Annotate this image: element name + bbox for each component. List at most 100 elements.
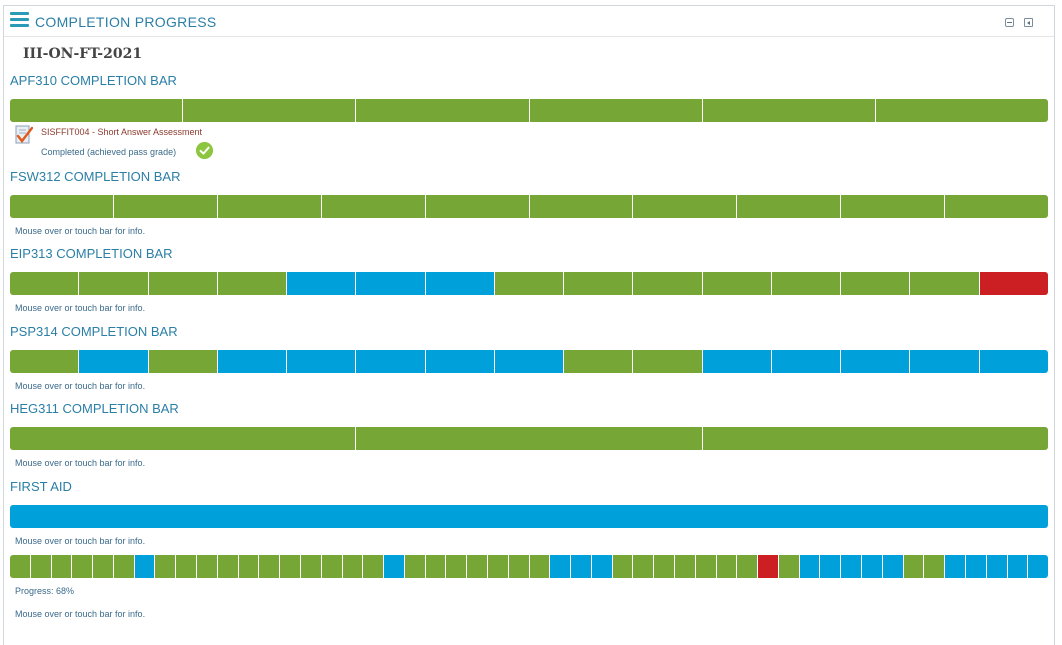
segment-completed[interactable] bbox=[910, 272, 980, 295]
segment-completed[interactable] bbox=[10, 272, 80, 295]
segment-completed[interactable] bbox=[633, 272, 703, 295]
completion-bar-fsw312[interactable] bbox=[10, 195, 1048, 218]
segment-completed[interactable] bbox=[148, 272, 218, 295]
segment-submitted[interactable] bbox=[356, 272, 426, 295]
segment-submitted[interactable] bbox=[702, 350, 772, 373]
segment-not-completed[interactable] bbox=[758, 555, 779, 578]
segment-completed[interactable] bbox=[467, 555, 488, 578]
segment-submitted[interactable] bbox=[882, 555, 904, 578]
segment-completed[interactable] bbox=[404, 555, 426, 578]
segment-completed[interactable] bbox=[487, 555, 509, 578]
segment-completed[interactable] bbox=[72, 555, 94, 578]
segment-completed[interactable] bbox=[841, 195, 946, 218]
segment-completed[interactable] bbox=[321, 555, 343, 578]
segment-submitted[interactable] bbox=[591, 555, 613, 578]
dock-icon[interactable] bbox=[1024, 18, 1033, 27]
segment-completed[interactable] bbox=[10, 350, 80, 373]
segment-completed[interactable] bbox=[675, 555, 696, 578]
segment-completed[interactable] bbox=[702, 99, 876, 122]
segment-submitted[interactable] bbox=[965, 555, 987, 578]
segment-completed[interactable] bbox=[529, 195, 634, 218]
segment-completed[interactable] bbox=[10, 99, 184, 122]
segment-completed[interactable] bbox=[529, 99, 703, 122]
segment-completed[interactable] bbox=[508, 555, 530, 578]
segment-completed[interactable] bbox=[113, 195, 218, 218]
segment-completed[interactable] bbox=[30, 555, 52, 578]
segment-completed[interactable] bbox=[363, 555, 385, 578]
segment-completed[interactable] bbox=[875, 99, 1048, 122]
segment-completed[interactable] bbox=[356, 99, 530, 122]
segment-completed[interactable] bbox=[183, 99, 357, 122]
segment-completed[interactable] bbox=[771, 272, 842, 295]
completion-bar-psp314[interactable] bbox=[10, 350, 1048, 373]
segment-submitted[interactable] bbox=[862, 555, 883, 578]
segment-completed[interactable] bbox=[841, 272, 911, 295]
segment-completed[interactable] bbox=[300, 555, 322, 578]
segment-completed[interactable] bbox=[321, 195, 426, 218]
segment-completed[interactable] bbox=[10, 555, 31, 578]
segment-submitted[interactable] bbox=[10, 505, 1048, 528]
segment-completed[interactable] bbox=[217, 555, 239, 578]
segment-submitted[interactable] bbox=[910, 350, 980, 373]
segment-submitted[interactable] bbox=[1028, 555, 1048, 578]
segment-submitted[interactable] bbox=[287, 350, 357, 373]
hamburger-icon[interactable] bbox=[10, 12, 29, 27]
segment-submitted[interactable] bbox=[217, 350, 288, 373]
segment-completed[interactable] bbox=[778, 555, 800, 578]
segment-completed[interactable] bbox=[10, 427, 357, 450]
segment-submitted[interactable] bbox=[425, 272, 495, 295]
segment-completed[interactable] bbox=[702, 272, 772, 295]
segment-completed[interactable] bbox=[737, 195, 842, 218]
segment-submitted[interactable] bbox=[287, 272, 357, 295]
segment-completed[interactable] bbox=[612, 555, 634, 578]
segment-submitted[interactable] bbox=[494, 350, 565, 373]
segment-completed[interactable] bbox=[342, 555, 364, 578]
segment-submitted[interactable] bbox=[134, 555, 156, 578]
segment-completed[interactable] bbox=[654, 555, 675, 578]
segment-completed[interactable] bbox=[737, 555, 759, 578]
segment-submitted[interactable] bbox=[550, 555, 572, 578]
segment-submitted[interactable] bbox=[979, 350, 1048, 373]
completion-bar-apf310[interactable] bbox=[10, 99, 1048, 122]
segment-submitted[interactable] bbox=[771, 350, 842, 373]
segment-submitted[interactable] bbox=[841, 555, 863, 578]
segment-completed[interactable] bbox=[945, 195, 1048, 218]
segment-submitted[interactable] bbox=[79, 350, 149, 373]
segment-completed[interactable] bbox=[633, 195, 738, 218]
segment-submitted[interactable] bbox=[945, 555, 966, 578]
segment-completed[interactable] bbox=[148, 350, 218, 373]
segment-completed[interactable] bbox=[356, 427, 703, 450]
completion-bar-heg311[interactable] bbox=[10, 427, 1048, 450]
segment-completed[interactable] bbox=[716, 555, 738, 578]
segment-completed[interactable] bbox=[529, 555, 551, 578]
segment-completed[interactable] bbox=[217, 272, 288, 295]
segment-submitted[interactable] bbox=[384, 555, 405, 578]
completion-bar-first-aid[interactable] bbox=[10, 505, 1048, 528]
segment-completed[interactable] bbox=[695, 555, 717, 578]
segment-completed[interactable] bbox=[217, 195, 322, 218]
segment-completed[interactable] bbox=[924, 555, 946, 578]
segment-completed[interactable] bbox=[425, 195, 530, 218]
segment-completed[interactable] bbox=[93, 555, 114, 578]
activity-link[interactable]: SISFFIT004 - Short Answer Assessment bbox=[41, 127, 203, 137]
segment-completed[interactable] bbox=[113, 555, 135, 578]
segment-completed[interactable] bbox=[702, 427, 1048, 450]
segment-completed[interactable] bbox=[176, 555, 198, 578]
segment-completed[interactable] bbox=[79, 272, 149, 295]
segment-not-completed[interactable] bbox=[979, 272, 1048, 295]
segment-submitted[interactable] bbox=[820, 555, 842, 578]
segment-submitted[interactable] bbox=[841, 350, 911, 373]
segment-completed[interactable] bbox=[197, 555, 218, 578]
segment-completed[interactable] bbox=[10, 195, 114, 218]
segment-completed[interactable] bbox=[564, 350, 634, 373]
segment-completed[interactable] bbox=[494, 272, 565, 295]
segment-submitted[interactable] bbox=[356, 350, 426, 373]
segment-completed[interactable] bbox=[51, 555, 73, 578]
overall-progress-bar[interactable] bbox=[10, 555, 1048, 578]
segment-completed[interactable] bbox=[446, 555, 468, 578]
collapse-icon[interactable] bbox=[1005, 18, 1014, 27]
segment-submitted[interactable] bbox=[986, 555, 1008, 578]
segment-submitted[interactable] bbox=[425, 350, 495, 373]
segment-completed[interactable] bbox=[425, 555, 447, 578]
segment-submitted[interactable] bbox=[799, 555, 821, 578]
